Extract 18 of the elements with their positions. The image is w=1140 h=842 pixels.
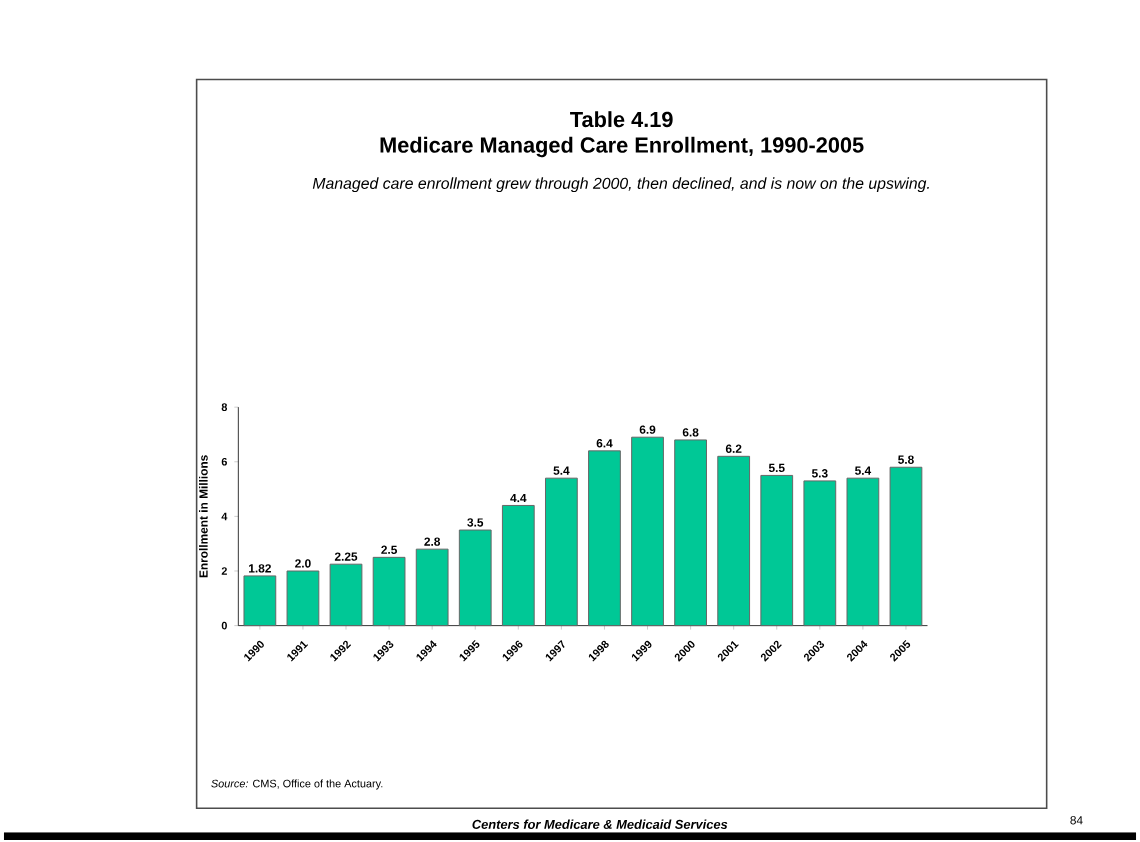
bar (674, 439, 707, 627)
bar (760, 474, 794, 627)
bar (846, 477, 880, 627)
bar (631, 436, 664, 627)
bar (329, 563, 363, 627)
bar (501, 504, 535, 627)
chart-title: Medicare Managed Care Enrollment, 1990-2005 (380, 136, 864, 158)
bar (243, 575, 277, 627)
bar (286, 570, 320, 627)
bar (588, 450, 621, 627)
bar (889, 466, 923, 627)
bar (717, 455, 751, 627)
bar (415, 548, 449, 627)
bar (372, 556, 406, 627)
caption: Table 4.19 (570, 111, 673, 128)
bar (545, 477, 578, 627)
bar (803, 480, 837, 627)
bar (458, 529, 492, 627)
